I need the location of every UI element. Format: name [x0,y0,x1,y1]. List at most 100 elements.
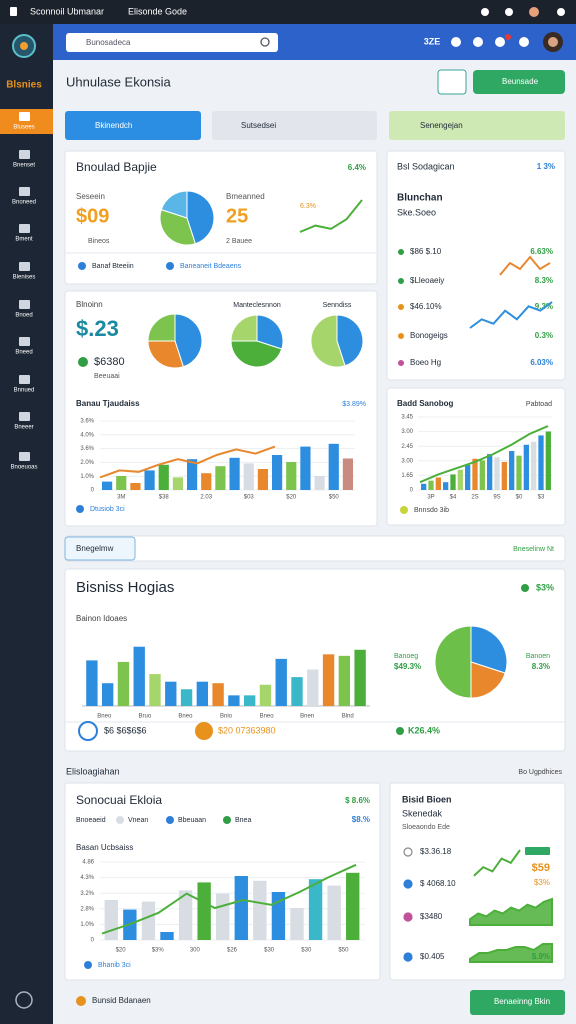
label: Blnoinn [76,300,103,309]
label: Bbeuaan [178,817,206,824]
bar [328,443,339,490]
footer-icon [76,505,84,513]
filter-label[interactable]: Senengejan [420,121,463,130]
legend-dot [166,816,174,824]
label: Banaf Bteeiin [92,263,134,270]
bar [158,464,169,490]
add-button[interactable] [437,69,467,95]
label[interactable]: Bneselinw Nt [513,546,554,553]
nav-item[interactable]: Bnoed [15,313,32,319]
change-icon [521,584,529,592]
x-tick-label: $30 [264,948,275,954]
label[interactable]: Bo Ugpdhices [518,769,562,776]
nav-item[interactable]: Bnenset [13,163,35,169]
x-tick-label: $30 [301,948,312,954]
bar [501,461,507,490]
nav-item[interactable]: Blenises [13,275,36,281]
legend-dot [223,816,231,824]
x-tick-label: 3P [427,495,434,501]
search-placeholder: Bunosadeca [86,38,131,47]
bar [165,681,177,706]
search-box[interactable] [66,33,278,52]
y-tick-label: 3.00 [401,429,413,435]
label: 9.3% [535,302,553,311]
nav-item[interactable]: Bnnued [14,388,35,394]
bar [186,459,198,490]
pie-slice [159,209,196,246]
bar [487,454,493,490]
bar [457,469,463,490]
footer-button[interactable] [470,990,565,1015]
label: Skenedak [402,808,443,818]
bar [116,476,127,490]
card [64,782,381,981]
label: 6.3% [300,203,316,210]
bar [354,649,366,706]
bar [149,674,161,706]
label: 8.3% [532,662,550,671]
bar [160,932,174,940]
x-tick-label: Bneo [260,714,275,720]
label: Bhanib 3ci [98,962,131,969]
brand: Blsnies [6,80,42,91]
nav-item[interactable]: Blusees [13,125,34,131]
nav-icon [19,337,30,346]
bar [104,900,118,940]
y-tick-label: 0 [91,938,95,944]
filter[interactable] [65,111,201,140]
label: Bnoeaeid [76,817,106,824]
label: $Lleoaeiy [410,276,444,285]
bar [472,458,478,490]
primary-button[interactable]: Beunsade [502,77,539,86]
nav-item[interactable]: Bneeer [14,425,33,431]
bar [215,466,226,490]
label: $86 $.10 [410,247,442,256]
row-icon [403,847,413,857]
nav-item[interactable]: Bnoeuoas [10,465,37,471]
label: Seseein [76,192,105,201]
y-tick-label: 4.3% [80,875,94,881]
header-icon [451,37,461,47]
x-tick-label: Bnio [220,714,233,720]
header-icon [473,37,483,47]
bar [286,462,297,490]
bar [494,457,500,490]
label: Bnnsdo 3ib [414,507,449,514]
label: 1 3% [537,162,555,171]
notification-dot [505,34,511,40]
sidebar [0,24,53,1024]
primary-button-bg[interactable] [473,70,565,94]
label: 8.3% [535,276,553,285]
card [64,290,378,527]
footer-icon [78,721,98,741]
nav-item[interactable]: Bneed [15,350,32,356]
bar [314,476,325,490]
x-tick-label: Blnd [342,714,354,720]
filter-label[interactable]: Bkinendch [95,121,132,130]
header-icon [495,37,505,47]
label[interactable]: Benaeinng Bkin [494,997,550,1006]
label: $ 8.6% [345,796,370,805]
filter[interactable] [389,111,565,140]
x-tick-label: $50 [329,495,340,501]
nav-icon [19,300,30,309]
legend-dot [116,816,124,824]
x-tick-label: Bruo [139,714,152,720]
nav-item[interactable]: Bment [15,237,33,243]
label: $3480 [420,912,443,921]
nav-item[interactable]: Bnoneed [12,200,36,206]
label[interactable]: Bnegelmw [76,544,114,553]
card [389,782,566,981]
label: Senndiss [323,302,352,309]
bar [130,483,141,490]
bar [275,658,287,706]
filter[interactable] [212,111,377,140]
filter-label[interactable]: Sutsedsei [241,121,276,130]
pie-slice [147,340,184,369]
line [99,445,276,479]
label: $8.% [352,815,370,824]
section-button[interactable] [64,536,136,561]
line [473,849,521,877]
footer-icon [195,722,213,740]
bar [201,473,212,490]
